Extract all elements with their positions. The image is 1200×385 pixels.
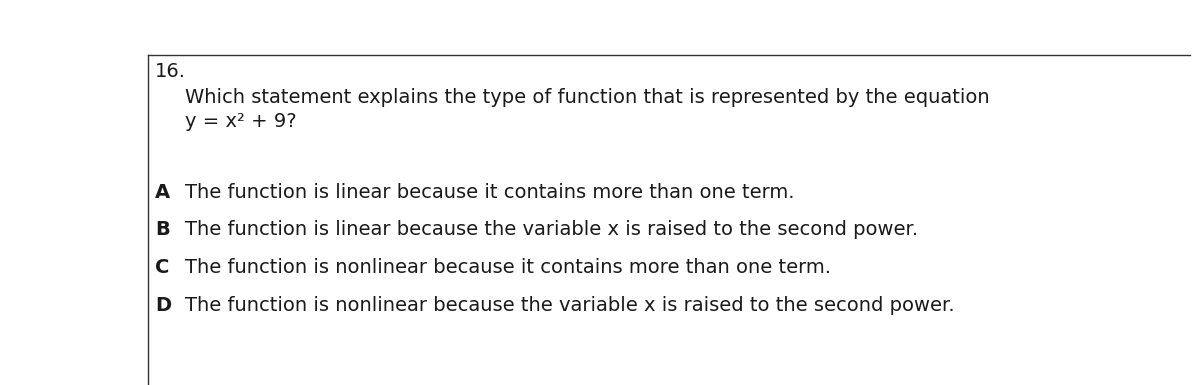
Text: y = x² + 9?: y = x² + 9? — [185, 112, 296, 131]
Text: The function is linear because it contains more than one term.: The function is linear because it contai… — [185, 183, 794, 202]
Text: B: B — [155, 220, 169, 239]
Text: 16.: 16. — [155, 62, 186, 81]
Text: The function is nonlinear because it contains more than one term.: The function is nonlinear because it con… — [185, 258, 830, 277]
Text: D: D — [155, 296, 172, 315]
Text: C: C — [155, 258, 169, 277]
Text: Which statement explains the type of function that is represented by the equatio: Which statement explains the type of fun… — [185, 88, 990, 107]
Text: A: A — [155, 183, 170, 202]
Text: The function is linear because the variable x is raised to the second power.: The function is linear because the varia… — [185, 220, 918, 239]
Text: The function is nonlinear because the variable x is raised to the second power.: The function is nonlinear because the va… — [185, 296, 955, 315]
